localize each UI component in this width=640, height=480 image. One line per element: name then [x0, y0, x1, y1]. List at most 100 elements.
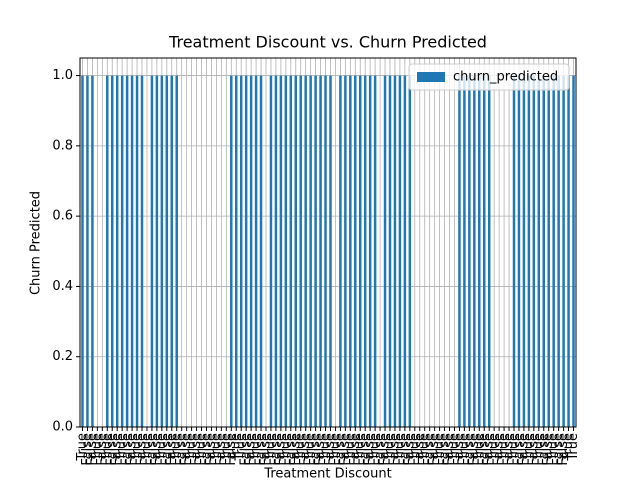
bar	[373, 75, 377, 428]
x-tick-label: True	[234, 433, 249, 462]
bar	[487, 75, 491, 428]
x-tick-label: True	[229, 433, 244, 462]
x-axis-label: Treatment Discount	[263, 467, 391, 480]
x-tick-label: False	[412, 433, 427, 466]
x-tick-label: False	[95, 433, 110, 466]
bar	[160, 75, 164, 428]
bar	[259, 75, 263, 428]
x-tick-label: False	[268, 433, 283, 466]
x-tick-label: False	[110, 433, 125, 466]
x-tick-label: False	[149, 433, 164, 466]
bar	[125, 75, 129, 428]
bar	[383, 75, 387, 428]
x-tick-label: True	[194, 433, 209, 462]
chart-title: Treatment Discount vs. Churn Predicted	[168, 33, 487, 52]
x-tick-label: True	[383, 433, 398, 462]
x-tick-label: True	[209, 433, 224, 462]
x-tick-label: False	[358, 433, 373, 466]
x-tick-label: True	[432, 433, 447, 462]
x-tick-label: False	[492, 433, 507, 466]
x-tick-label: False	[502, 433, 517, 466]
x-tick-label: True	[130, 433, 145, 462]
x-tick-label: False	[164, 433, 179, 466]
x-tick-label: False	[283, 433, 298, 466]
bar	[473, 75, 476, 428]
bar	[542, 75, 545, 428]
x-tick-label: True	[343, 433, 358, 462]
x-tick-label: True	[546, 433, 561, 462]
x-tick-label: False	[551, 433, 566, 466]
x-tick-label: False	[348, 433, 363, 466]
bar	[512, 75, 516, 428]
x-tick-label: False	[363, 433, 378, 466]
x-tick-label: True	[90, 433, 105, 462]
bar	[155, 75, 159, 428]
x-tick-label: False	[422, 433, 437, 466]
x-tick-label: True	[278, 433, 293, 462]
bar	[403, 75, 407, 428]
bar	[304, 75, 307, 428]
x-tick-label: True	[497, 433, 512, 462]
x-tick-label: False	[214, 433, 229, 466]
x-tick-label: True	[115, 433, 130, 462]
bar	[175, 75, 178, 428]
bar	[458, 75, 461, 428]
y-tick-label: 0.8	[52, 138, 73, 153]
x-tick-label: True	[521, 433, 536, 462]
bar	[463, 75, 466, 428]
x-tick-label: False	[541, 433, 556, 466]
bar	[235, 75, 238, 428]
x-tick-label: True	[249, 433, 264, 462]
x-tick-label: True	[417, 433, 432, 462]
x-tick-label: False	[224, 433, 239, 466]
x-tick-label: False	[239, 433, 254, 466]
x-tick-label: True	[318, 433, 333, 462]
x-tick-label: False	[511, 433, 526, 466]
x-tick-label: True	[561, 433, 576, 462]
y-tick-label: 0.4	[52, 279, 73, 294]
x-tick-label: False	[204, 433, 219, 466]
x-tick-label: False	[397, 433, 412, 466]
x-tick-label: False	[338, 433, 353, 466]
x-tick-label: True	[447, 433, 462, 462]
x-tick-label: False	[80, 433, 95, 466]
bar	[294, 75, 297, 428]
x-tick-label: False	[159, 433, 174, 466]
x-tick-label: False	[125, 433, 140, 466]
bar	[522, 75, 526, 428]
x-tick-label: False	[189, 433, 204, 466]
x-tick-label: True	[487, 433, 502, 462]
x-tick-label: False	[254, 433, 269, 466]
bar	[120, 75, 124, 428]
bar	[91, 75, 94, 428]
x-tick-label: False	[516, 433, 531, 466]
x-tick-label: True	[353, 433, 368, 462]
legend-box	[408, 63, 570, 91]
bar	[567, 75, 570, 428]
bar	[249, 75, 253, 428]
bar	[354, 75, 357, 428]
x-tick-label: False	[333, 433, 348, 466]
bar	[517, 75, 521, 428]
bar	[483, 75, 486, 428]
y-tick-label: 1.0	[52, 68, 73, 83]
x-tick-label: True	[507, 433, 522, 462]
bar	[393, 75, 397, 428]
x-tick-label: False	[556, 433, 571, 466]
x-tick-label: False	[442, 433, 457, 466]
bar	[289, 75, 293, 428]
y-tick-label: 0.2	[52, 349, 73, 364]
x-tick-label: False	[378, 433, 393, 466]
bar	[552, 75, 555, 428]
bar	[324, 75, 327, 428]
y-tick-label: 0.6	[52, 209, 73, 224]
x-tick-label: True	[472, 433, 487, 462]
bar	[140, 75, 144, 428]
bar	[527, 75, 531, 428]
bar	[111, 75, 114, 428]
y-tick-label: 0.0	[52, 420, 73, 435]
bar	[572, 75, 575, 428]
x-tick-label: False	[144, 433, 159, 466]
x-tick-label: False	[427, 433, 442, 466]
